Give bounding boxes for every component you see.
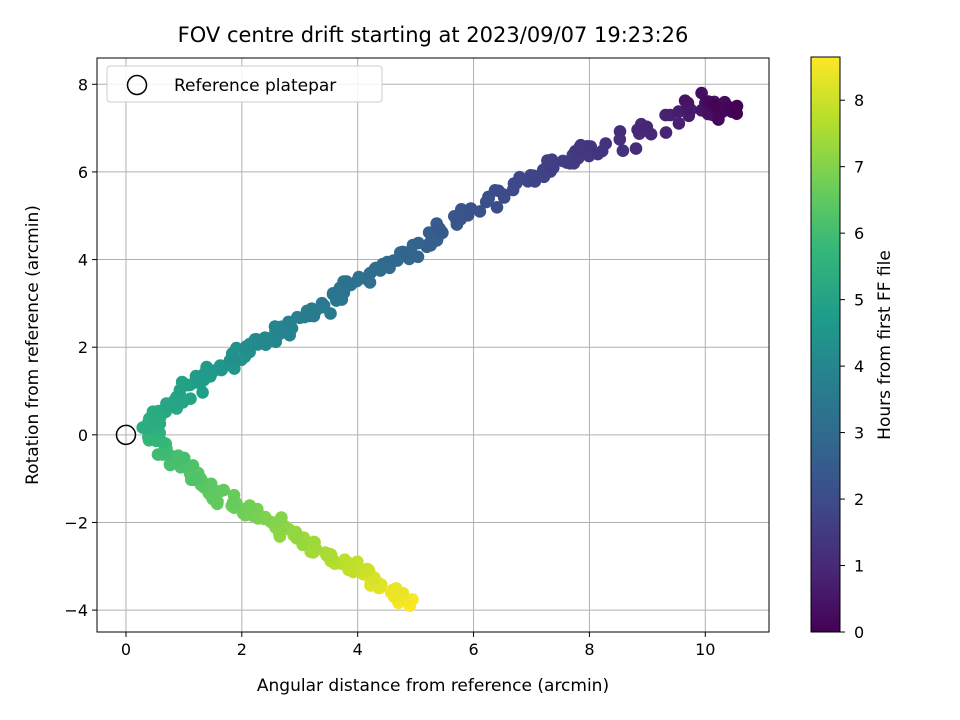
- data-point: [613, 125, 627, 138]
- data-point: [226, 496, 240, 510]
- reference-point-layer: [115, 424, 137, 446]
- data-point: [223, 354, 237, 368]
- data-points: [136, 86, 744, 612]
- colorbar-tick-label: 6: [854, 224, 864, 243]
- data-point: [473, 205, 487, 218]
- y-tick-label: 2: [78, 338, 88, 357]
- data-point: [433, 222, 446, 235]
- data-point: [527, 169, 540, 182]
- data-point: [389, 582, 403, 595]
- x-tick-label: 0: [121, 640, 131, 659]
- colorbar-tick-label: 5: [854, 291, 864, 310]
- data-point: [184, 392, 197, 406]
- data-point: [560, 156, 574, 169]
- x-tick-label: 8: [584, 640, 594, 659]
- data-point: [678, 94, 692, 107]
- y-tick-label: −2: [64, 513, 88, 532]
- data-point: [545, 155, 558, 168]
- legend-entry-label: Reference platepar: [174, 76, 336, 96]
- data-point: [198, 366, 212, 380]
- data-point: [616, 144, 630, 157]
- colorbar: [810, 56, 841, 633]
- data-point: [214, 359, 227, 372]
- data-point: [315, 296, 329, 310]
- data-point: [708, 98, 722, 112]
- data-point: [411, 250, 425, 264]
- data-point: [285, 322, 299, 335]
- x-axis-ticks: 0 2 4 6 8 10: [121, 632, 715, 659]
- legend-box: [106, 65, 383, 103]
- y-tick-label: 8: [78, 75, 88, 94]
- x-axis-label: Angular distance from reference (arcmin): [257, 676, 609, 696]
- y-tick-label: 0: [78, 426, 88, 445]
- legend: Reference platepar: [106, 65, 383, 103]
- chart-title: FOV centre drift starting at 2023/09/07 …: [178, 23, 689, 47]
- data-point: [164, 458, 177, 472]
- reference-platepar-marker: [115, 424, 137, 446]
- data-point: [189, 472, 203, 486]
- data-point: [497, 188, 510, 201]
- plot-frame: [96, 57, 770, 633]
- data-point: [196, 386, 209, 399]
- y-axis-ticks: −4 −2 0 2 4 6 8: [64, 75, 97, 620]
- data-point: [320, 549, 334, 562]
- legend-open-circle-icon: [126, 74, 148, 96]
- data-point: [171, 449, 185, 463]
- y-tick-label: 6: [78, 163, 88, 182]
- colorbar-tick-label: 4: [854, 357, 864, 376]
- data-point: [352, 270, 366, 284]
- data-point: [275, 511, 288, 524]
- data-point: [730, 99, 744, 113]
- data-point: [307, 535, 321, 549]
- x-tick-label: 10: [695, 640, 715, 659]
- data-point: [399, 246, 413, 259]
- colorbar-tick-label: 2: [854, 490, 864, 509]
- data-point: [230, 341, 243, 355]
- data-point: [640, 120, 654, 134]
- data-point: [291, 530, 304, 544]
- x-tick-label: 4: [353, 640, 363, 659]
- colorbar-tick-label: 7: [854, 158, 864, 177]
- colorbar-ticks: 0 1 2 3 4 5 6 7 8: [840, 91, 864, 642]
- y-tick-label: 4: [78, 251, 88, 270]
- y-tick-label: −4: [64, 601, 88, 620]
- data-point: [186, 459, 200, 472]
- data-point: [599, 137, 612, 150]
- data-point: [340, 275, 353, 288]
- data-point: [363, 276, 377, 289]
- data-point: [337, 286, 351, 300]
- x-tick-label: 2: [237, 640, 247, 659]
- data-point: [672, 117, 686, 130]
- data-point: [659, 126, 673, 139]
- x-tick-label: 6: [468, 640, 478, 659]
- colorbar-tick-label: 0: [854, 623, 864, 642]
- colorbar-tick-label: 1: [854, 557, 864, 576]
- data-point: [162, 399, 176, 413]
- data-point: [629, 142, 643, 155]
- colorbar-label: Hours from first FF file: [875, 250, 895, 440]
- colorbar-tick-label: 8: [854, 91, 864, 110]
- colorbar-tick-label: 3: [854, 424, 864, 443]
- data-point: [360, 562, 374, 576]
- y-axis-label: Rotation from reference (arcmin): [23, 205, 43, 485]
- data-point: [695, 86, 708, 100]
- data-point: [490, 201, 504, 214]
